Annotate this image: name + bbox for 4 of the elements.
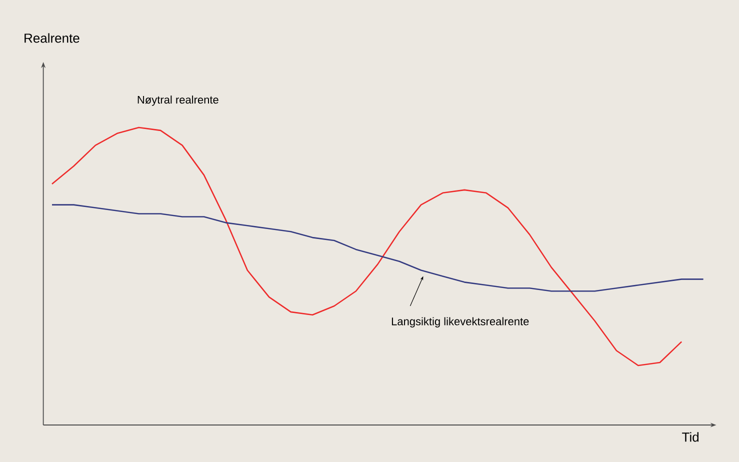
series-label: Nøytral realrente <box>138 96 218 106</box>
text: Realrente <box>24 33 80 43</box>
text: Langsiktig likevektsrealrente <box>392 317 529 328</box>
x-axis-title: Tid <box>682 432 699 442</box>
